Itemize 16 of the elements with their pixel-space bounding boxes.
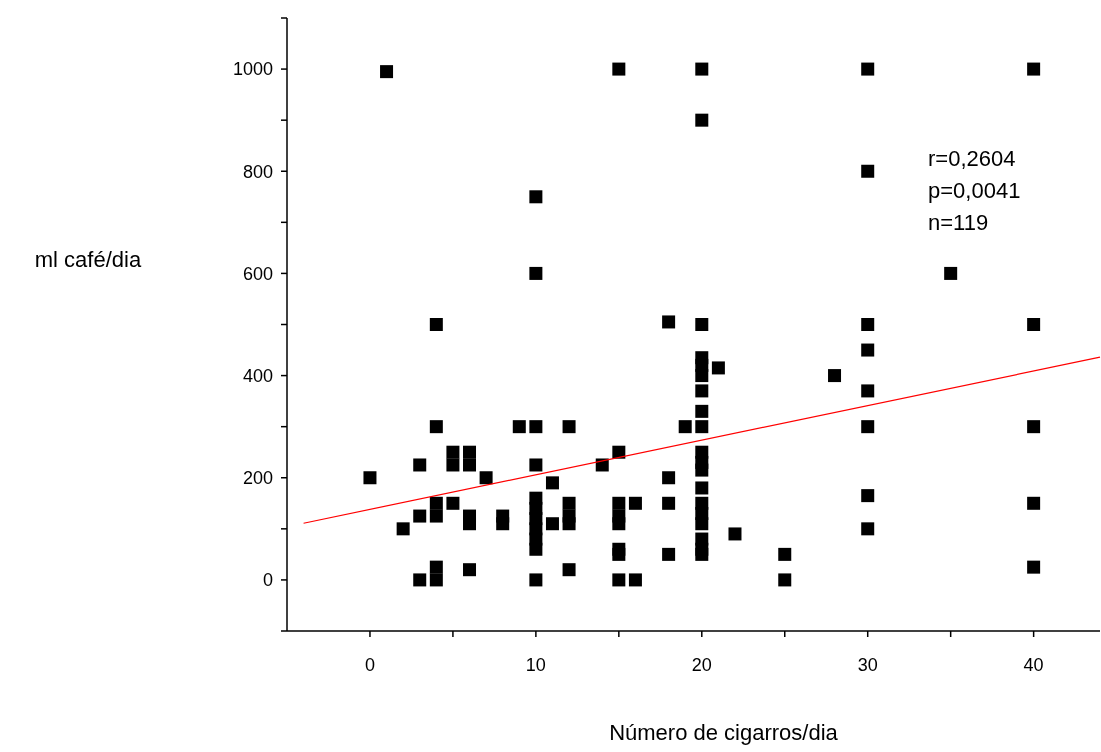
y-tick-label: 600 bbox=[242, 263, 273, 284]
x-axis-title: Número de cigarros/dia bbox=[609, 720, 839, 745]
x-tick-label: 40 bbox=[1023, 655, 1044, 675]
x-tick-label: 0 bbox=[364, 655, 375, 675]
annotation: n=119 bbox=[928, 210, 989, 235]
y-tick-label: 1000 bbox=[232, 59, 273, 80]
y-axis-title: ml café/dia bbox=[34, 247, 142, 272]
y-tick-label: 800 bbox=[242, 161, 273, 182]
x-tick-label: 20 bbox=[691, 655, 712, 675]
y-tick-label: 400 bbox=[242, 365, 273, 386]
annotation: p=0,0041 bbox=[928, 178, 1021, 203]
x-tick-label: 10 bbox=[525, 655, 546, 675]
x-tick-label: 30 bbox=[857, 655, 878, 675]
y-tick-label: 0 bbox=[262, 570, 273, 591]
annotation: r=0,2604 bbox=[928, 146, 1016, 171]
y-tick-label: 200 bbox=[242, 468, 273, 489]
